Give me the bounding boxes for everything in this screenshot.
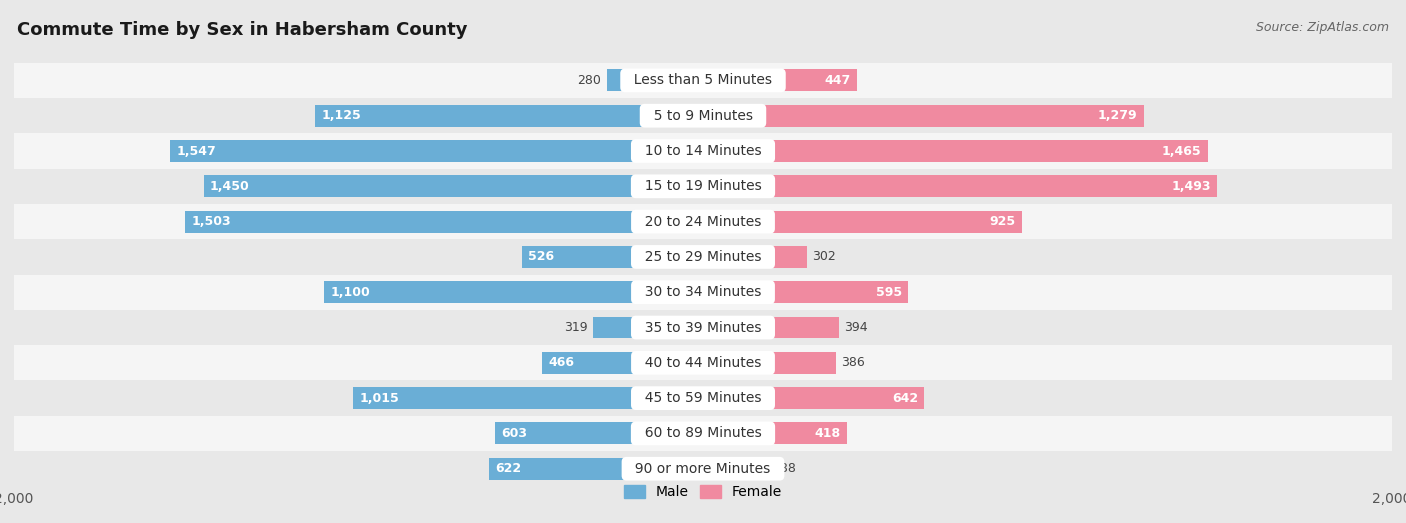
Bar	[593, 316, 703, 338]
Text: 642: 642	[891, 392, 918, 405]
Text: 15 to 19 Minutes: 15 to 19 Minutes	[636, 179, 770, 194]
Bar	[14, 416, 1392, 451]
Bar	[323, 281, 703, 303]
Text: 394: 394	[844, 321, 868, 334]
Bar	[489, 458, 703, 480]
Text: 1,465: 1,465	[1161, 144, 1202, 157]
Text: 60 to 89 Minutes: 60 to 89 Minutes	[636, 426, 770, 440]
Text: 40 to 44 Minutes: 40 to 44 Minutes	[636, 356, 770, 370]
Text: 526: 526	[529, 251, 554, 264]
Bar	[703, 316, 839, 338]
Text: 622: 622	[495, 462, 522, 475]
Bar	[703, 281, 908, 303]
Text: 418: 418	[814, 427, 841, 440]
Text: 603: 603	[502, 427, 527, 440]
Text: 90 or more Minutes: 90 or more Minutes	[627, 462, 779, 476]
Text: 10 to 14 Minutes: 10 to 14 Minutes	[636, 144, 770, 158]
Bar	[315, 105, 703, 127]
Legend: Male, Female: Male, Female	[619, 480, 787, 505]
Text: 1,547: 1,547	[176, 144, 217, 157]
Bar	[703, 352, 837, 374]
Bar	[703, 211, 1022, 233]
Text: 45 to 59 Minutes: 45 to 59 Minutes	[636, 391, 770, 405]
Bar	[14, 381, 1392, 416]
Bar	[204, 175, 703, 197]
Bar	[703, 246, 807, 268]
Text: 1,015: 1,015	[360, 392, 399, 405]
Text: 188: 188	[773, 462, 797, 475]
Text: 35 to 39 Minutes: 35 to 39 Minutes	[636, 321, 770, 335]
Text: 386: 386	[841, 356, 865, 369]
Bar	[703, 423, 846, 445]
Text: 5 to 9 Minutes: 5 to 9 Minutes	[644, 109, 762, 123]
Text: 1,450: 1,450	[209, 180, 249, 193]
Text: Commute Time by Sex in Habersham County: Commute Time by Sex in Habersham County	[17, 21, 467, 39]
Bar	[14, 204, 1392, 240]
Bar	[14, 310, 1392, 345]
Bar	[522, 246, 703, 268]
Bar	[703, 70, 858, 92]
Bar	[14, 240, 1392, 275]
Text: 1,100: 1,100	[330, 286, 370, 299]
Text: 1,493: 1,493	[1171, 180, 1211, 193]
Text: 280: 280	[578, 74, 602, 87]
Text: 30 to 34 Minutes: 30 to 34 Minutes	[636, 285, 770, 299]
Bar	[703, 458, 768, 480]
Bar	[543, 352, 703, 374]
Bar	[703, 175, 1218, 197]
Bar	[495, 423, 703, 445]
Bar	[14, 345, 1392, 381]
Bar	[703, 140, 1208, 162]
Bar	[703, 387, 924, 409]
Bar	[14, 275, 1392, 310]
Text: 447: 447	[824, 74, 851, 87]
Bar	[14, 451, 1392, 486]
Text: 1,125: 1,125	[322, 109, 361, 122]
Bar	[14, 63, 1392, 98]
Bar	[186, 211, 703, 233]
Bar	[14, 133, 1392, 168]
Text: Source: ZipAtlas.com: Source: ZipAtlas.com	[1256, 21, 1389, 34]
Text: 466: 466	[548, 356, 575, 369]
Bar	[353, 387, 703, 409]
Text: 319: 319	[564, 321, 588, 334]
Bar	[14, 168, 1392, 204]
Text: Less than 5 Minutes: Less than 5 Minutes	[626, 73, 780, 87]
Bar	[170, 140, 703, 162]
Text: 595: 595	[876, 286, 901, 299]
Bar	[703, 105, 1143, 127]
Text: 25 to 29 Minutes: 25 to 29 Minutes	[636, 250, 770, 264]
Bar	[14, 98, 1392, 133]
Text: 302: 302	[813, 251, 837, 264]
Text: 1,279: 1,279	[1098, 109, 1137, 122]
Text: 1,503: 1,503	[191, 215, 231, 228]
Text: 925: 925	[990, 215, 1015, 228]
Text: 20 to 24 Minutes: 20 to 24 Minutes	[636, 214, 770, 229]
Bar	[606, 70, 703, 92]
